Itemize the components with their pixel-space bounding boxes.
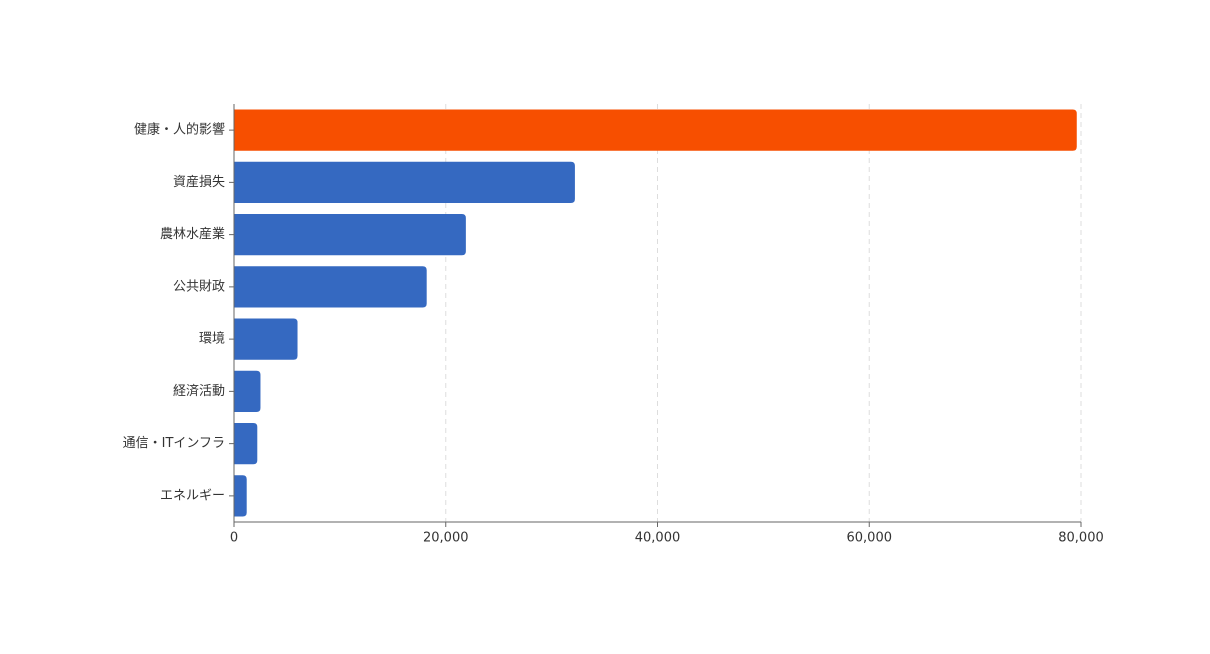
y-tick-label: 環境 — [199, 332, 225, 347]
bar — [234, 213, 466, 256]
x-tick-label: 40,000 — [635, 531, 681, 546]
x-tick-label: 80,000 — [1058, 531, 1104, 546]
bar — [234, 161, 575, 204]
x-tick-label: 20,000 — [423, 531, 469, 546]
y-tick-label: 経済活動 — [173, 383, 225, 399]
bar — [234, 370, 261, 413]
bar — [234, 266, 427, 308]
y-tick-label: 公共財政 — [173, 279, 225, 294]
y-tick-label: 農林水産業 — [160, 226, 225, 242]
y-tick-label: エネルギー — [160, 488, 225, 503]
bar — [234, 318, 298, 360]
bar — [234, 475, 247, 517]
y-tick-label: 健康・人的影響 — [134, 122, 225, 138]
x-tick-label: 0 — [230, 531, 238, 546]
y-tick-label: 通信・ITインフラ — [123, 436, 225, 451]
y-tick-label: 資産損失 — [173, 174, 225, 190]
bar — [234, 109, 1077, 151]
x-tick-label: 60,000 — [847, 531, 893, 546]
bar — [234, 422, 258, 465]
